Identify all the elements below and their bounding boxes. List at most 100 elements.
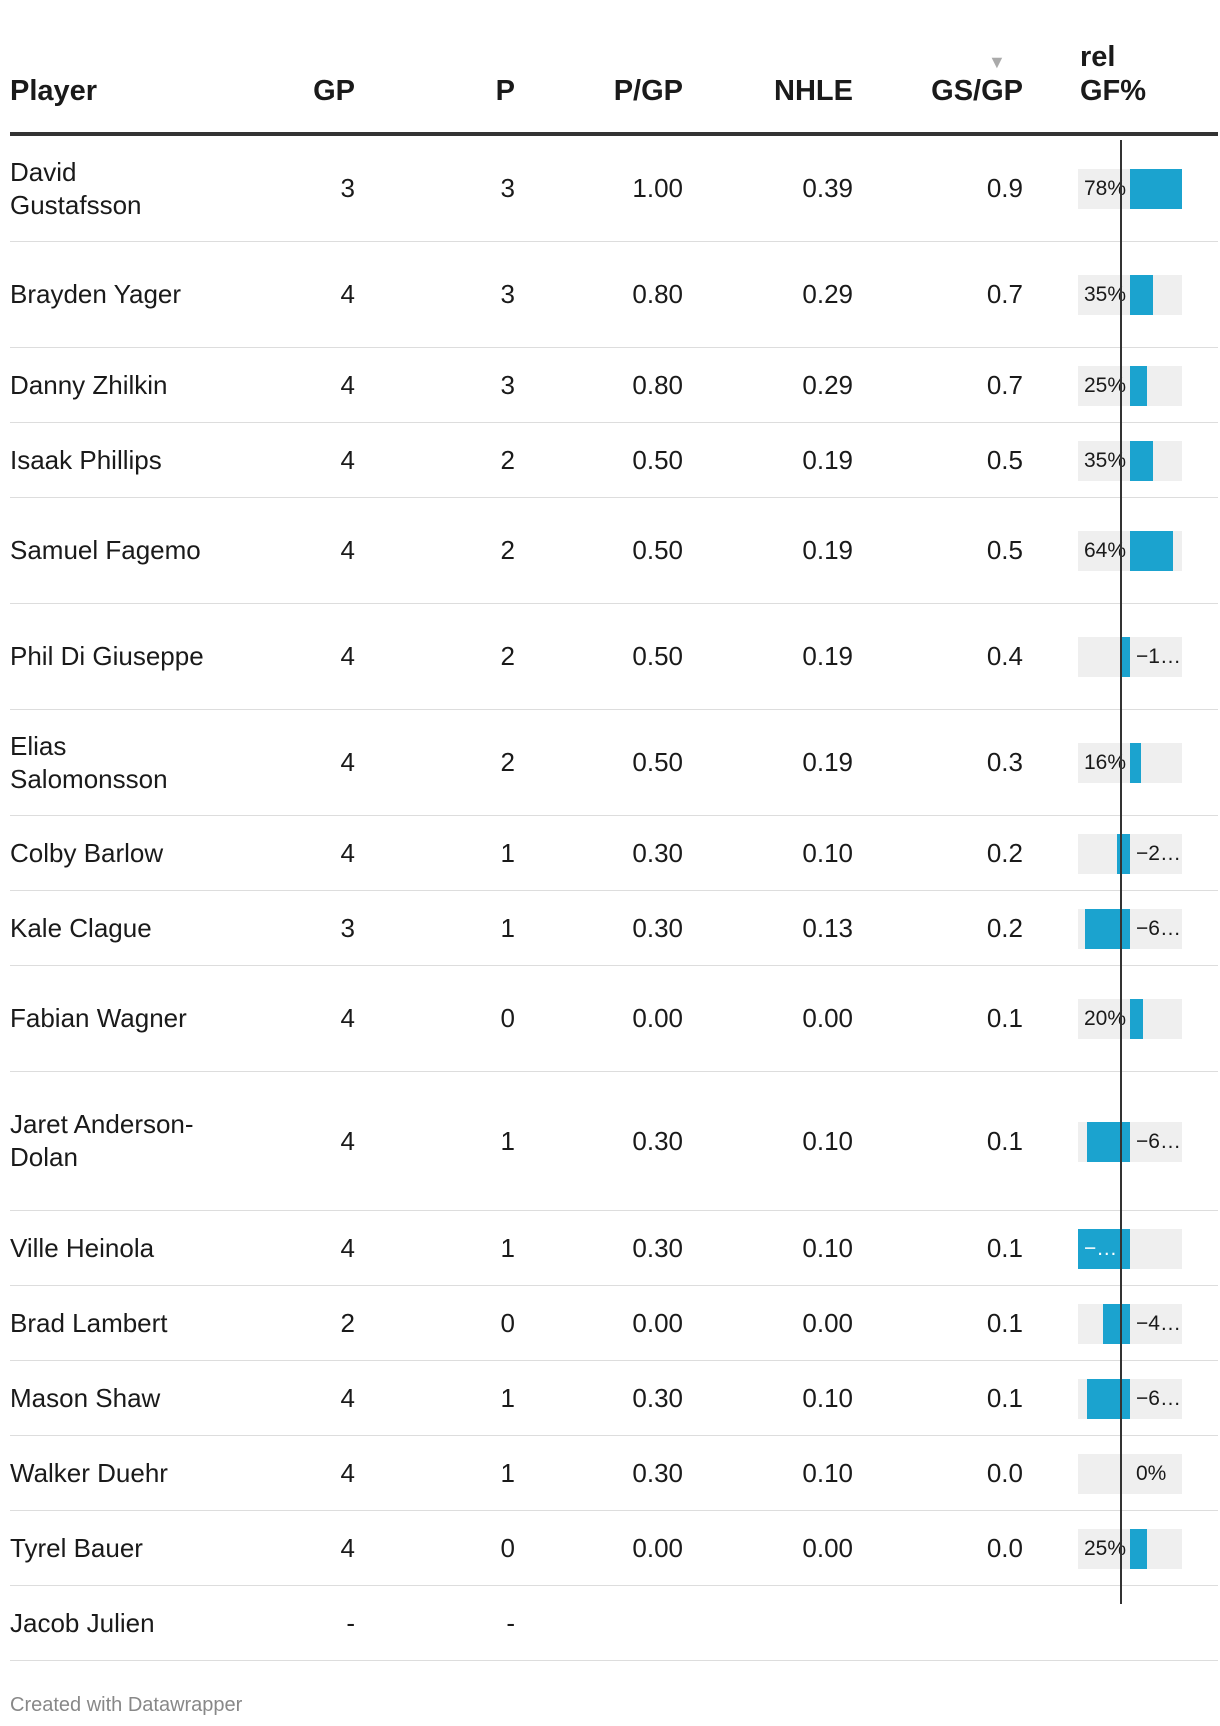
header-gsgp[interactable]: GS/GP [931,75,1023,107]
nhle-cell: 0.29 [802,369,853,400]
header-pgp[interactable]: P/GP [613,75,683,107]
gp-cell: 4 [340,747,355,777]
gp-cell: 3 [340,912,355,943]
player-name: Tyrel Bauer [10,1532,143,1563]
table-row: Jaret Anderson-Dolan 4 1 0.30 0.10 0.1 −6… [10,1072,1218,1211]
player-name: Colby Barlow [10,837,164,868]
p-cell: 3 [500,279,515,309]
nhle-cell: 0.19 [802,535,853,565]
relgf-label: 0% [1136,1461,1167,1485]
gsgp-cell: 0.1 [986,1003,1023,1033]
relgf-bar [1130,743,1141,783]
table-row: Jacob Julien - - [10,1586,1218,1661]
gsgp-cell: 0.7 [986,369,1023,400]
gsgp-cell: 0.1 [986,1125,1023,1156]
pgp-cell: 0.50 [632,444,683,475]
relgf-label: 25% [1083,1536,1126,1560]
nhle-cell: 0.29 [802,279,853,309]
relgf-bar [1130,169,1182,209]
nhle-cell: 0.10 [802,1457,853,1488]
relgf-label: −6… [1136,916,1181,940]
table-row: Elias Salomonsson 4 2 0.50 0.19 0.3 16% [10,710,1218,816]
nhle-cell: 0.10 [802,1125,853,1156]
gsgp-cell: 0.3 [986,747,1023,777]
relgf-label: 35% [1083,283,1126,306]
player-name: Ville Heinola [10,1232,155,1263]
header-relgf-line2[interactable]: GF% [1080,75,1147,107]
header-nhle[interactable]: NHLE [774,75,853,107]
gsgp-cell: 0.1 [986,1232,1023,1263]
relgf-bar [1130,365,1147,406]
table-row: Ville Heinola 4 1 0.30 0.10 0.1 −… [10,1211,1218,1286]
player-name: Jacob Julien [10,1607,155,1638]
nhle-cell: 0.19 [802,641,853,671]
relgf-bar-cell: 35% [1078,423,1182,497]
p-cell: 1 [500,837,515,868]
gp-cell: 3 [340,173,355,203]
pgp-cell: 0.30 [632,1125,683,1156]
relgf-label: −6… [1136,1129,1181,1153]
pgp-cell: 0.00 [632,1307,683,1338]
header-gp[interactable]: GP [313,75,355,107]
gsgp-cell: 0.1 [986,1382,1023,1413]
relgf-bar-cell: 25% [1078,348,1182,422]
relgf-label: −1… [1136,645,1181,668]
player-name: Walker Duehr [10,1457,168,1488]
table-row: Phil Di Giuseppe 4 2 0.50 0.19 0.4 −1… [10,604,1218,710]
relgf-bar-background [1078,637,1182,677]
relgf-bar-cell: 20% [1078,966,1182,1071]
relgf-bar [1130,531,1173,571]
relgf-bar-cell: 0% [1078,1436,1182,1510]
player-name: Fabian Wagner [10,1003,187,1033]
gp-cell: 4 [340,1232,355,1263]
relgf-bar-cell: −… [1078,1211,1182,1285]
pgp-cell: 1.00 [632,173,683,203]
relgf-label: 78% [1083,177,1126,200]
header-p[interactable]: P [495,75,515,107]
p-cell: 3 [500,369,515,400]
gsgp-cell: 0.5 [986,444,1023,475]
player-name: Brad Lambert [10,1307,168,1338]
pgp-cell: 0.30 [632,912,683,943]
relgf-bar [1130,999,1144,1039]
p-cell: 1 [500,1232,515,1263]
player-name: Kale Clague [10,912,152,943]
relgf-bar-cell: −6… [1078,1361,1182,1435]
relgf-bar-background [1078,833,1182,874]
gsgp-cell: 0.2 [986,912,1023,943]
relgf-bar [1086,1378,1130,1419]
relgf-bar-cell: 16% [1078,710,1182,815]
relgf-bar-cell: 64% [1078,498,1182,603]
gp-cell: 4 [340,1125,355,1156]
attribution-footer: Created with Datawrapper [10,1694,243,1716]
pgp-cell: 0.00 [632,1532,683,1563]
table-row: Isaak Phillips 4 2 0.50 0.19 0.5 35% [10,423,1218,498]
relgf-bar-cell: −6… [1078,891,1182,965]
pgp-cell: 0.80 [632,279,683,309]
pgp-cell: 0.30 [632,1232,683,1263]
relgf-label: −2… [1136,841,1181,865]
zero-axis-line [1120,140,1122,1604]
player-name: Isaak Phillips [10,444,162,475]
gsgp-cell: 0.4 [986,641,1023,671]
relgf-bar [1116,833,1130,874]
player-name: Samuel Fagemo [10,535,201,565]
gsgp-cell: 0.1 [986,1307,1023,1338]
relgf-bar-background [1078,1303,1182,1344]
header-relgf-line1[interactable]: rel [1080,41,1116,73]
table-row: Danny Zhilkin 4 3 0.80 0.29 0.7 25% [10,348,1218,423]
relgf-bar-cell: −2… [1078,816,1182,890]
gp-cell: 4 [340,279,355,309]
gsgp-cell: 0.0 [986,1532,1023,1563]
header-player[interactable]: Player [10,75,98,107]
relgf-bar [1120,637,1130,677]
p-cell: 0 [500,1003,515,1033]
table-row: Mason Shaw 4 1 0.30 0.10 0.1 −6… [10,1361,1218,1436]
relgf-bar [1130,440,1154,481]
nhle-cell: 0.19 [802,444,853,475]
relgf-label: −4… [1136,1311,1181,1335]
table-row: Walker Duehr 4 1 0.30 0.10 0.0 0% [10,1436,1218,1511]
p-cell: - [506,1607,515,1638]
player-name: Elias Salomonsson [10,730,168,794]
player-name: Jaret Anderson-Dolan [10,1109,194,1172]
